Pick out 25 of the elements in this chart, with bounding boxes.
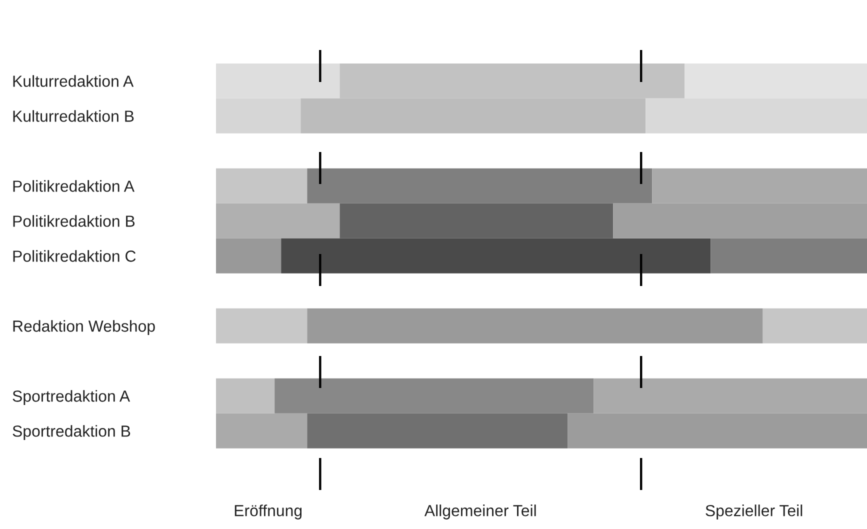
y-tick-label: Kulturredaktion A <box>13 75 134 87</box>
bar <box>216 238 282 274</box>
bar <box>216 308 308 344</box>
text: Spezieller Teil <box>706 504 802 520</box>
y-tick-label: Sportredaktion A <box>12 390 130 405</box>
bar <box>340 203 614 238</box>
y-tick-label: Politikredaktion B <box>13 215 135 227</box>
bar <box>281 238 711 274</box>
y-tick-label: Kulturredaktion B <box>13 110 134 122</box>
bar <box>594 378 867 414</box>
text: Eröffnung <box>234 504 302 520</box>
y-tick-label: Sportredaktion B <box>12 425 130 440</box>
bar <box>307 308 763 344</box>
y-tick-label: Politikredaktion A <box>13 180 134 192</box>
text: Allgemeiner Teil <box>424 504 536 520</box>
bar <box>274 378 594 414</box>
bar <box>307 168 652 204</box>
bar <box>216 378 275 414</box>
bar <box>216 203 340 238</box>
bar <box>216 168 308 204</box>
bar <box>568 413 867 448</box>
y-tick-label: Politikredaktion C <box>13 250 136 262</box>
bar <box>307 413 568 448</box>
bar <box>710 238 867 274</box>
y-tick-label: Redaktion Webshop <box>13 320 155 335</box>
